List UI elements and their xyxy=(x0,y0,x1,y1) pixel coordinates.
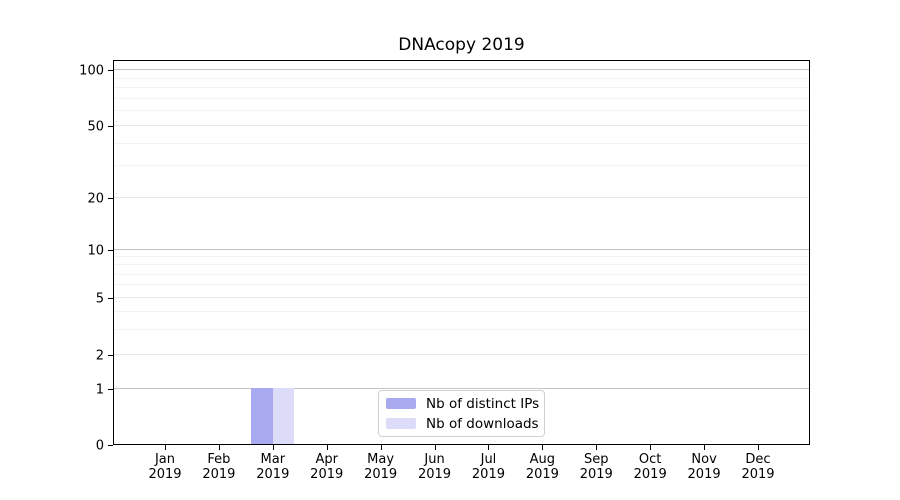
x-tick-label-apr-2019: Apr 2019 xyxy=(310,452,344,482)
gridline-y-30 xyxy=(114,165,809,167)
gridline-y-1 xyxy=(114,388,809,389)
gridline-y-10 xyxy=(114,249,809,250)
x-tick-sep-2019 xyxy=(596,445,598,450)
legend-swatch-downloads-icon xyxy=(386,418,416,429)
x-tick-aug-2019 xyxy=(542,445,544,450)
x-tick-jun-2019 xyxy=(434,445,436,450)
x-tick-mar-2019 xyxy=(272,445,274,450)
y-tick-1 xyxy=(108,389,113,390)
x-tick-label-oct-2019: Oct 2019 xyxy=(633,452,667,482)
gridline-y-9 xyxy=(114,256,809,258)
x-tick-oct-2019 xyxy=(650,445,652,450)
y-tick-10 xyxy=(108,250,113,251)
x-tick-label-jan-2019: Jan 2019 xyxy=(148,452,182,482)
gridline-y-6 xyxy=(114,284,809,286)
x-tick-label-jun-2019: Jun 2019 xyxy=(417,452,452,482)
legend-item-distinct-ips: Nb of distinct IPs xyxy=(386,395,540,412)
gridline-y-80 xyxy=(114,87,809,89)
x-tick-jul-2019 xyxy=(488,445,490,450)
x-tick-label-jul-2019: Jul 2019 xyxy=(471,452,505,482)
gridline-y-7 xyxy=(114,273,809,275)
bar-distinct-ips-mar-2019 xyxy=(251,388,273,444)
y-tick-label-10: 10 xyxy=(87,243,104,258)
legend: Nb of distinct IPs Nb of downloads xyxy=(378,390,545,437)
gridline-y-5 xyxy=(114,297,809,298)
gridline-y-90 xyxy=(114,77,809,79)
legend-label-distinct-ips: Nb of distinct IPs xyxy=(426,395,540,412)
gridline-y-8 xyxy=(114,264,809,266)
x-tick-jan-2019 xyxy=(165,445,166,450)
legend-item-downloads: Nb of downloads xyxy=(386,415,539,432)
x-tick-label-may-2019: May 2019 xyxy=(364,452,398,482)
x-tick-may-2019 xyxy=(380,445,382,450)
y-tick-20 xyxy=(108,198,113,199)
y-tick-label-50: 50 xyxy=(87,119,104,134)
bar-downloads-mar-2019 xyxy=(272,388,295,444)
x-tick-label-dec-2019: Dec 2019 xyxy=(741,452,775,482)
gridline-y-60 xyxy=(114,110,809,112)
y-tick-label-100: 100 xyxy=(79,63,104,78)
y-tick-label-1: 1 xyxy=(95,382,104,397)
x-tick-dec-2019 xyxy=(757,445,759,450)
gridline-y-20 xyxy=(114,197,809,198)
y-tick-5 xyxy=(108,298,113,299)
x-tick-label-aug-2019: Aug 2019 xyxy=(525,452,559,482)
gridline-y-70 xyxy=(114,97,809,99)
legend-swatch-distinct-ips-icon xyxy=(386,398,416,409)
x-tick-label-sep-2019: Sep 2019 xyxy=(579,452,613,482)
y-tick-label-0: 0 xyxy=(95,438,104,453)
y-tick-label-5: 5 xyxy=(95,291,104,306)
legend-label-downloads: Nb of downloads xyxy=(426,415,539,432)
plot-area xyxy=(113,60,810,445)
y-tick-label-2: 2 xyxy=(95,348,104,363)
x-tick-label-nov-2019: Nov 2019 xyxy=(687,452,721,482)
gridline-y-40 xyxy=(114,142,809,144)
x-tick-label-feb-2019: Feb 2019 xyxy=(202,452,236,482)
gridline-y-2 xyxy=(114,354,809,355)
y-tick-0 xyxy=(108,445,113,446)
gridline-y-50 xyxy=(114,125,809,126)
x-tick-label-mar-2019: Mar 2019 xyxy=(256,452,290,482)
y-tick-label-20: 20 xyxy=(87,191,104,206)
y-tick-50 xyxy=(108,126,113,127)
y-tick-100 xyxy=(108,70,113,71)
x-tick-apr-2019 xyxy=(326,445,328,450)
y-tick-2 xyxy=(108,355,113,356)
x-tick-feb-2019 xyxy=(218,445,220,450)
gridline-y-3 xyxy=(114,328,809,330)
x-tick-nov-2019 xyxy=(704,445,706,450)
chart-title: DNAcopy 2019 xyxy=(398,35,525,55)
gridline-y-4 xyxy=(114,310,809,312)
gridline-y-100 xyxy=(114,69,809,70)
